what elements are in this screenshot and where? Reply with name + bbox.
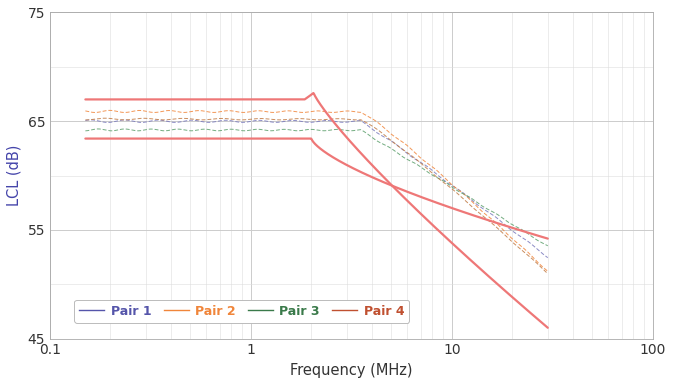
Y-axis label: LCL (dB): LCL (dB) [7,145,22,206]
Legend: Pair 1, Pair 2, Pair 3, Pair 4: Pair 1, Pair 2, Pair 3, Pair 4 [74,300,409,323]
X-axis label: Frequency (MHz): Frequency (MHz) [290,363,413,378]
